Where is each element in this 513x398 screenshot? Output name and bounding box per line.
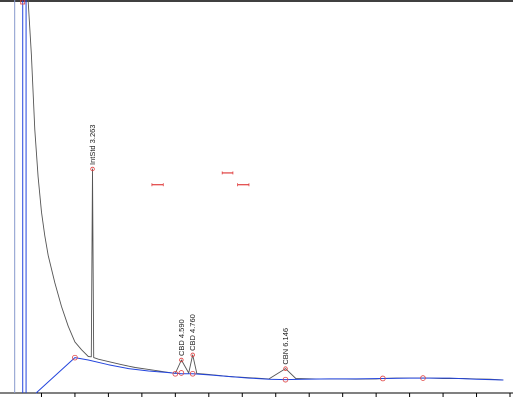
peak-boundary-marker [189,370,196,377]
peak-label: CBN 6.146 [281,328,290,365]
trace-layer [27,0,504,381]
peak-apex-marker [90,166,95,172]
peak-label: IntStd 3.263 [88,125,97,165]
peak-boundary-marker [420,375,426,381]
peak-boundary-marker [380,375,386,382]
peak-apex-marker [190,352,195,358]
peak-apex-marker [283,366,288,371]
peak-boundary-marker [172,370,179,377]
marker-layer [72,354,426,383]
signal-trace [27,0,504,381]
solvent-marker [20,0,26,5]
integration-band-layer [151,171,250,187]
peak-boundary-marker [72,354,78,361]
peak-label: CBD 4.590 [177,319,186,356]
peak-boundary-marker [178,370,185,376]
peak-apex-marker [179,357,184,363]
peak-label-layer: IntStd 3.263 CBD 4.590 CBD 4.760 CBN 6.146 [88,125,290,371]
baseline-trace [35,357,504,394]
peak-label: CBD 4.760 [188,314,197,351]
baseline-layer [35,357,504,394]
solvent-front-layer [14,0,27,393]
peak-boundary-marker [282,376,289,383]
